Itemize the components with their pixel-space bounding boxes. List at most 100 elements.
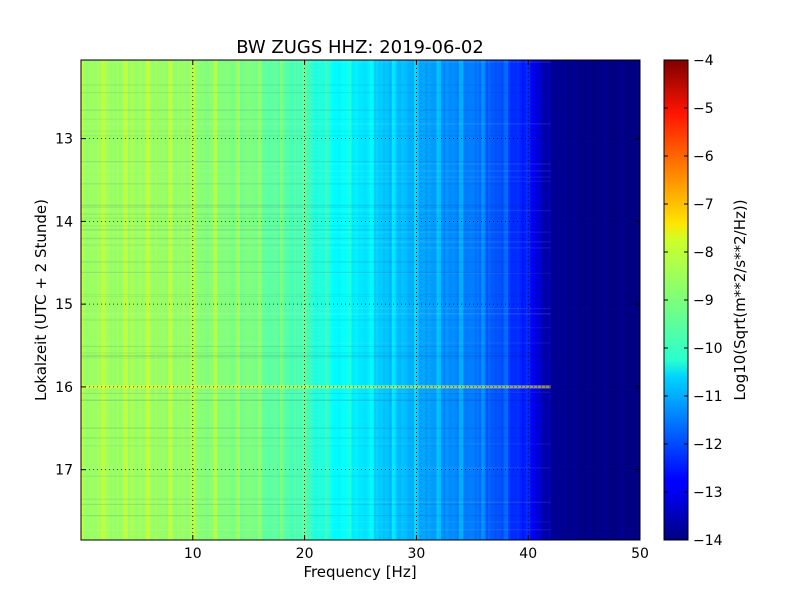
heatmap-column: [159, 60, 163, 540]
heatmap-column: [255, 60, 259, 540]
colorbar-tick-label: −4: [693, 53, 714, 69]
heatmap-column: [619, 60, 623, 540]
heatmap-column: [228, 60, 232, 540]
heatmap-column: [282, 60, 286, 540]
heatmap-column: [597, 60, 601, 540]
heatmap-column: [259, 60, 263, 540]
heatmap-column: [342, 60, 346, 540]
heatmap-column: [311, 60, 315, 540]
heatmap-column: [362, 60, 366, 540]
heatmap-column: [566, 60, 570, 540]
heatmap-column: [338, 60, 341, 540]
heatmap-column: [499, 60, 502, 540]
heatmap-column: [472, 60, 476, 540]
heatmap-time-band: [81, 229, 551, 231]
heatmap-column: [449, 60, 453, 540]
heatmap-time-band: [81, 352, 551, 354]
heatmap-column: [123, 60, 127, 540]
heatmap-column: [192, 60, 196, 540]
heatmap-time-band: [81, 183, 551, 185]
heatmap-column: [85, 60, 89, 540]
x-tick-label: 20: [296, 546, 314, 562]
heatmap-time-band: [81, 437, 551, 439]
heatmap-column: [581, 60, 585, 540]
heatmap-time-band: [81, 293, 551, 296]
heatmap-column: [215, 60, 218, 540]
heatmap-time-band: [81, 229, 551, 231]
heatmap-column: [487, 60, 491, 540]
x-tick-label: 10: [184, 546, 202, 562]
heatmap-time-band: [81, 399, 551, 401]
heatmap-column: [588, 60, 592, 540]
heatmap-column: [385, 60, 388, 540]
heatmap-time-band: [81, 345, 551, 348]
heatmap-column: [199, 60, 203, 540]
heatmap-column: [161, 60, 165, 540]
heatmap-column: [201, 60, 205, 540]
heatmap-column: [150, 60, 154, 540]
heatmap-column: [217, 60, 221, 540]
colorbar-tick-label: −10: [693, 341, 723, 357]
colorbar-tick-label: −8: [693, 245, 714, 261]
heatmap-column: [244, 60, 248, 540]
heatmap-column: [601, 60, 605, 540]
heatmap-column: [349, 60, 353, 540]
colorbar-tick-label: −6: [693, 149, 714, 165]
heatmap-column: [537, 60, 540, 540]
heatmap-column: [523, 60, 527, 540]
heatmap-column: [114, 60, 118, 540]
heatmap-column: [604, 60, 608, 540]
heatmap-time-band: [81, 213, 551, 215]
heatmap-column: [237, 60, 241, 540]
heatmap-column: [280, 60, 283, 540]
heatmap-column: [407, 60, 411, 540]
heatmap-column: [157, 60, 160, 540]
heatmap-column: [563, 60, 567, 540]
heatmap-column: [230, 60, 234, 540]
heatmap-column: [380, 60, 384, 540]
heatmap-column: [210, 60, 214, 540]
heatmap-column: [130, 60, 134, 540]
heatmap-column: [264, 60, 268, 540]
heatmap-time-band: [81, 503, 551, 505]
heatmap-column: [141, 60, 145, 540]
heatmap-column: [550, 60, 554, 540]
heatmap-column: [277, 60, 281, 540]
heatmap-time-band: [81, 247, 551, 249]
heatmap-time-band: [81, 241, 551, 243]
heatmap-column: [557, 60, 561, 540]
heatmap-column: [125, 60, 129, 540]
heatmap-column: [315, 60, 319, 540]
heatmap-column: [391, 60, 395, 540]
heatmap-time-band: [81, 271, 551, 273]
heatmap-column: [360, 60, 364, 540]
heatmap-column: [291, 60, 295, 540]
heatmap-column: [347, 60, 350, 540]
colorbar-tick-label: −5: [693, 101, 714, 117]
heatmap-column: [637, 60, 640, 540]
heatmap-column: [226, 60, 230, 540]
heatmap-column: [322, 60, 326, 540]
heatmap-column: [548, 60, 552, 540]
heatmap-column: [105, 60, 109, 540]
heatmap-time-band: [81, 355, 551, 357]
heatmap-time-band: [81, 498, 551, 500]
heatmap-column: [179, 60, 183, 540]
heatmap-column: [212, 60, 216, 540]
heatmap-column: [476, 60, 480, 540]
x-axis-label: Frequency [Hz]: [303, 563, 416, 581]
heatmap-column: [427, 60, 431, 540]
heatmap-column: [443, 60, 447, 540]
heatmap-column: [622, 60, 625, 540]
heatmap-column: [170, 60, 174, 540]
heatmap-column: [371, 60, 375, 540]
heatmap-column: [628, 60, 632, 540]
heatmap-column: [152, 60, 156, 540]
heatmap-column: [505, 60, 509, 540]
heatmap-column: [239, 60, 243, 540]
heatmap-column: [447, 60, 451, 540]
heatmap-column: [136, 60, 140, 540]
heatmap-column: [561, 60, 565, 540]
heatmap-column: [481, 60, 485, 540]
heatmap-column: [389, 60, 393, 540]
